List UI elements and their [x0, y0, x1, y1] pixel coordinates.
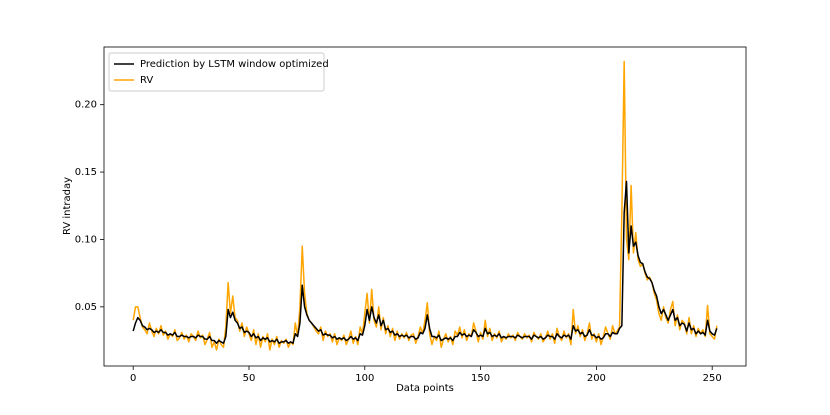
plot-frame [103, 46, 747, 367]
x-tick-label: 250 [703, 373, 722, 384]
line-series [132, 180, 718, 344]
x-tick-label: 50 [243, 373, 256, 384]
legend-box [108, 52, 325, 92]
y-tick-label: 0.15 [75, 167, 97, 178]
legend-label: Prediction by LSTM window optimized [140, 59, 329, 70]
line-series [132, 60, 718, 351]
y-tick-label: 0.05 [75, 302, 97, 313]
y-axis-label: RV intraday [62, 177, 73, 235]
y-tick-label: 0.10 [75, 234, 97, 245]
x-tick-label: 200 [587, 373, 606, 384]
x-tick-label: 100 [355, 373, 374, 384]
x-axis-label: Data points [396, 383, 454, 394]
x-tick-label: 150 [471, 373, 490, 384]
x-tick-label: 0 [130, 373, 136, 384]
legend-label: RV [140, 75, 153, 86]
y-tick-label: 0.20 [75, 100, 97, 111]
